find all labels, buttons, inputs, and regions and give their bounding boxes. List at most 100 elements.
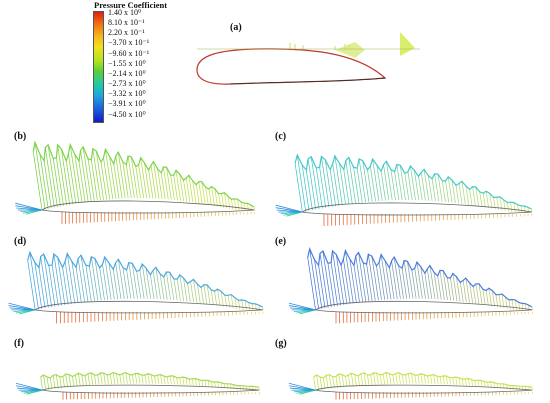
pressure-vector bbox=[48, 265, 56, 307]
pressure-vector bbox=[506, 384, 508, 390]
pressure-vector bbox=[134, 373, 138, 384]
pressure-vector bbox=[348, 157, 356, 204]
airfoil-panel-a bbox=[196, 32, 420, 85]
pressure-vector bbox=[163, 166, 169, 200]
pressure-vector bbox=[128, 262, 135, 299]
pressure-vector bbox=[472, 186, 476, 206]
pressure-vector bbox=[480, 380, 483, 388]
pressure-vector bbox=[172, 375, 175, 385]
colorbar-label: −1.55 x 10⁰ bbox=[108, 58, 146, 68]
pressure-vector bbox=[488, 288, 492, 307]
pressure-vector bbox=[179, 173, 185, 202]
pressure-vector bbox=[491, 290, 496, 307]
pressure-vector bbox=[471, 379, 474, 387]
pressure-vector bbox=[437, 174, 443, 202]
pressure-vector bbox=[29, 252, 39, 310]
pressure-vector bbox=[66, 253, 76, 304]
pressure-vector bbox=[207, 380, 210, 388]
panel-label-e: (e) bbox=[275, 236, 287, 247]
pressure-vector bbox=[386, 161, 393, 201]
pressure-vector bbox=[461, 181, 466, 205]
leading-edge-vectors bbox=[275, 204, 303, 217]
pressure-vector bbox=[307, 257, 316, 310]
pressure-vector bbox=[159, 273, 165, 300]
pressure-vector bbox=[198, 379, 201, 387]
pressure-vector bbox=[390, 169, 396, 201]
pressure-vector bbox=[380, 254, 389, 300]
panel-label-c: (c) bbox=[275, 131, 287, 142]
pressure-vector bbox=[385, 372, 389, 385]
pressure-vector bbox=[192, 378, 194, 386]
airfoil-outline bbox=[34, 300, 264, 314]
pressure-vector bbox=[175, 170, 181, 201]
pressure-vector bbox=[517, 204, 519, 213]
pressure-vector bbox=[413, 170, 420, 201]
pressure-side-vectors bbox=[56, 311, 264, 324]
pressure-vector bbox=[144, 374, 147, 384]
pressure-vector bbox=[327, 263, 335, 307]
pressure-vector bbox=[451, 179, 456, 204]
pressure-vector bbox=[50, 377, 53, 390]
pressure-vector bbox=[378, 262, 386, 300]
pressure-vector bbox=[373, 372, 376, 385]
pressure-vector bbox=[461, 379, 464, 386]
pressure-vector bbox=[310, 156, 320, 210]
pressure-vector bbox=[201, 181, 206, 205]
pressure-vector bbox=[462, 280, 467, 303]
pressure-side-vectors bbox=[62, 392, 260, 400]
pressure-vector bbox=[59, 376, 62, 389]
pressure-vector bbox=[426, 268, 433, 300]
pressure-vector bbox=[335, 254, 345, 305]
pressure-vector bbox=[148, 170, 154, 199]
pressure-vector bbox=[15, 382, 43, 391]
airfoil-lower-surface bbox=[229, 77, 386, 85]
leading-edge-vectors bbox=[288, 302, 316, 315]
pressure-vector bbox=[433, 374, 436, 384]
panel-label-f: (f) bbox=[14, 338, 24, 349]
pressure-vector bbox=[315, 167, 323, 209]
pressure-vector bbox=[296, 155, 307, 212]
pressure-vector bbox=[90, 372, 94, 386]
pressure-vector bbox=[427, 376, 430, 384]
pressure-vector bbox=[458, 377, 461, 386]
pressure-vector bbox=[521, 303, 524, 310]
panel-label-a: (a) bbox=[230, 22, 242, 33]
pressure-vector bbox=[210, 289, 214, 306]
pressure-vector bbox=[104, 256, 112, 300]
pressure-vector bbox=[211, 186, 215, 207]
pressure-vector bbox=[475, 186, 480, 207]
pressure-vector bbox=[401, 268, 408, 299]
pressure-vector bbox=[362, 160, 370, 202]
pressure-vector bbox=[197, 284, 201, 304]
pressure-vector bbox=[319, 376, 323, 390]
pressure-vector bbox=[241, 299, 244, 310]
pressure-vector bbox=[345, 250, 354, 304]
pressure-vector bbox=[81, 374, 84, 387]
pressure-vector bbox=[75, 267, 82, 303]
pressure-vector bbox=[80, 150, 89, 202]
pressure-vector bbox=[53, 253, 62, 306]
pressure-vector bbox=[319, 253, 329, 308]
pressure-vector bbox=[306, 170, 313, 211]
pressure-vector bbox=[103, 373, 106, 385]
pressure-vector bbox=[236, 385, 238, 390]
pressure-vector bbox=[141, 375, 144, 384]
pressure-vector bbox=[77, 373, 81, 387]
pressure-vector bbox=[140, 157, 148, 199]
pressure-distribution-f bbox=[15, 371, 260, 400]
pressure-vector bbox=[157, 375, 160, 384]
pressure-vector bbox=[173, 175, 178, 201]
pressure-vector bbox=[367, 254, 376, 301]
pressure-vector bbox=[200, 287, 204, 304]
pressure-vector bbox=[367, 169, 373, 202]
pressure-vector bbox=[113, 163, 120, 199]
pressure-vector bbox=[208, 188, 212, 206]
pressure-vector bbox=[166, 271, 171, 300]
pressure-vector bbox=[485, 290, 489, 306]
pressure-vector bbox=[341, 374, 345, 388]
pressure-vector bbox=[339, 163, 346, 205]
pressure-vector bbox=[366, 264, 373, 302]
pressure-vector bbox=[338, 373, 342, 388]
pressure-vector bbox=[479, 191, 483, 207]
pressure-vector bbox=[44, 147, 55, 208]
